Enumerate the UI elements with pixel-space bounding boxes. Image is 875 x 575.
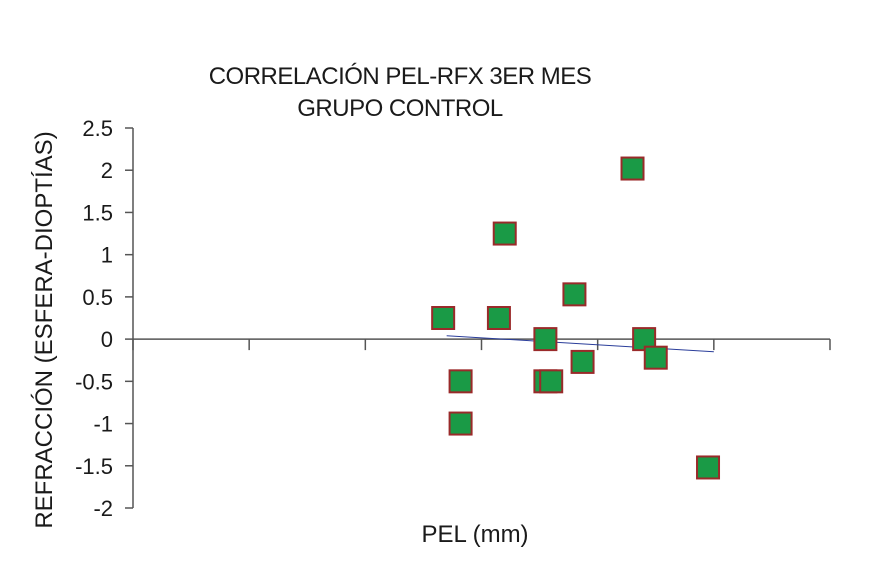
chart-title-line-2: GRUPO CONTROL — [297, 95, 503, 122]
data-point — [448, 411, 473, 436]
data-point — [643, 345, 668, 370]
data-point — [533, 327, 558, 352]
data-point — [492, 221, 517, 246]
data-point — [562, 282, 587, 307]
data-point — [448, 369, 473, 394]
y-axis-label: REFRACCIÓN (ESFERA-DIOPTÍAS) — [31, 131, 58, 528]
chart-title-line-1: CORRELACIÓN PEL-RFX 3ER MES — [209, 63, 592, 90]
x-axis-label: PEL (mm) — [421, 521, 528, 548]
chart-title: CORRELACIÓN PEL-RFX 3ER MES GRUPO CONTRO… — [209, 63, 592, 122]
y-tick-label: -2 — [93, 496, 113, 521]
data-points — [431, 156, 721, 480]
y-tick-label: 1.5 — [82, 200, 113, 225]
data-point — [570, 349, 595, 374]
data-point — [696, 455, 721, 480]
data-point — [431, 306, 456, 330]
data-point — [486, 306, 511, 330]
y-tick-label: -0.5 — [75, 369, 113, 394]
y-tick-label: 0 — [101, 327, 113, 352]
y-tick-label: -1.5 — [75, 454, 113, 479]
data-point — [620, 156, 645, 181]
y-axis: 2.5 2 1.5 1 0.5 0 -0.5 -1 -1.5 -2 — [75, 116, 134, 521]
data-point — [539, 369, 564, 394]
trendline — [446, 335, 714, 353]
trendline-group — [446, 335, 714, 353]
y-tick-label: 2.5 — [82, 116, 113, 141]
y-tick-label: 1 — [101, 243, 113, 268]
y-tick-label: 0.5 — [82, 285, 113, 310]
x-axis — [132, 338, 831, 351]
y-tick-label: 2 — [101, 158, 113, 183]
y-tick-label: -1 — [93, 412, 113, 437]
